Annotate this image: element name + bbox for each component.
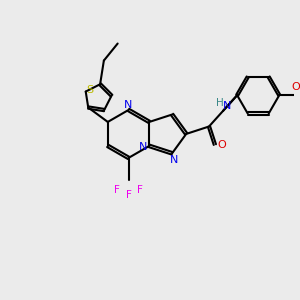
Text: N: N: [139, 142, 147, 152]
Text: S: S: [86, 85, 93, 95]
Text: N: N: [223, 101, 232, 112]
Text: H: H: [216, 98, 224, 108]
Text: N: N: [170, 155, 178, 165]
Text: O: O: [291, 82, 300, 92]
Text: O: O: [217, 140, 226, 150]
Text: F: F: [126, 190, 131, 200]
Text: N: N: [124, 100, 133, 110]
Text: F: F: [114, 184, 120, 195]
Text: F: F: [137, 184, 143, 195]
